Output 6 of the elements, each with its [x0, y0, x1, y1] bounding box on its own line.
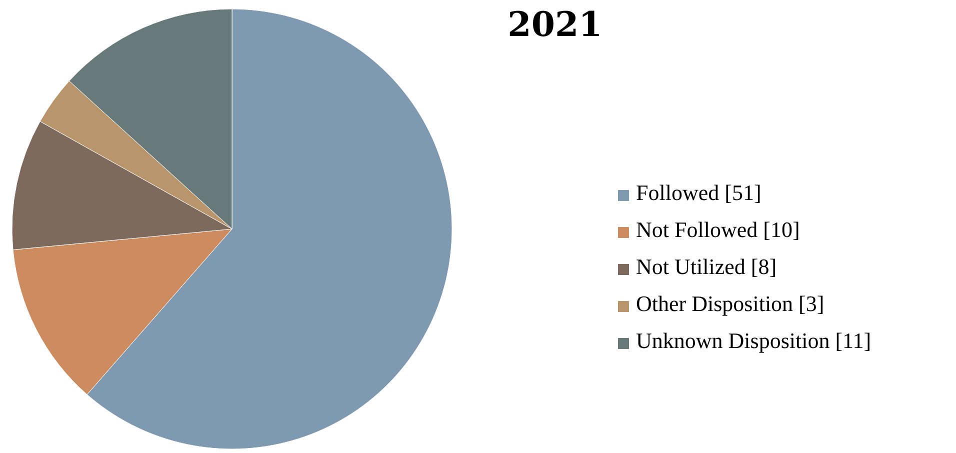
chart-title: 2021 [508, 5, 602, 45]
legend-label: Not Followed [10] [636, 217, 800, 242]
legend-label: Followed [51] [636, 180, 762, 205]
legend-label: Other Disposition [3] [636, 291, 824, 316]
legend-label: Not Utilized [8] [636, 254, 777, 279]
legend-label: Unknown Disposition [11] [636, 328, 872, 353]
